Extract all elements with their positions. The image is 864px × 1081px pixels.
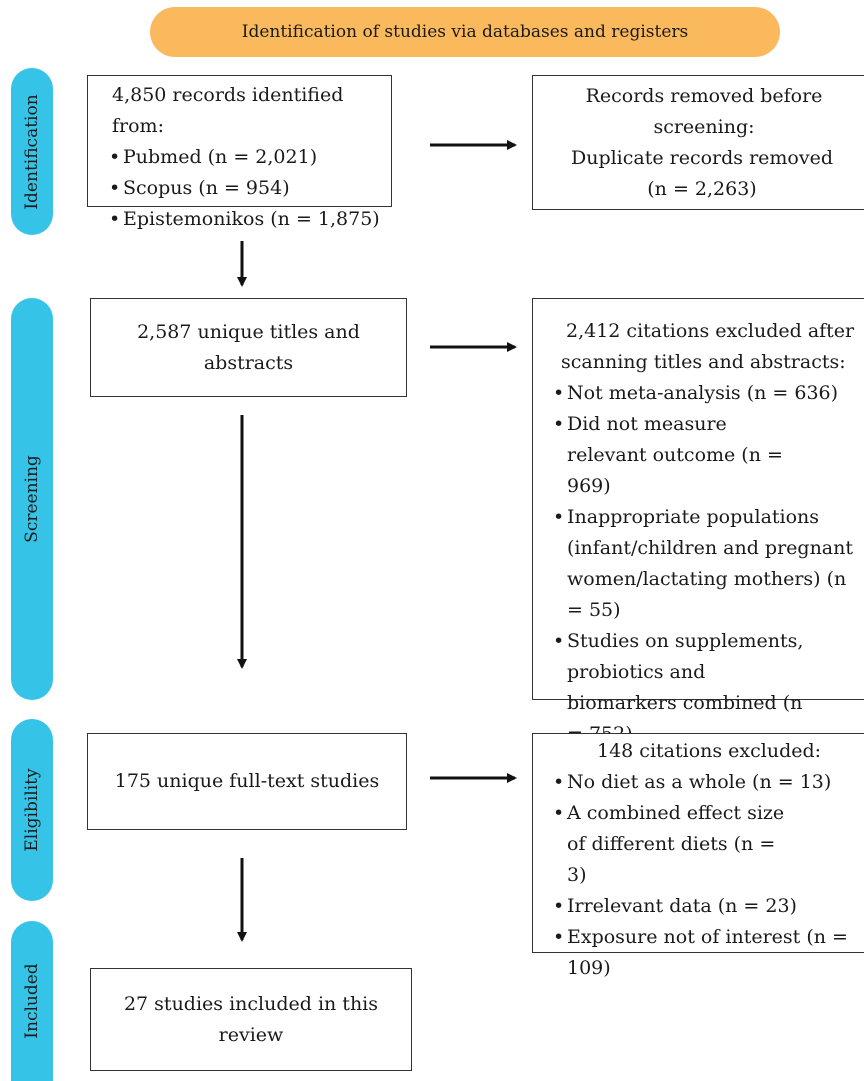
source-scopus: Scopus (n = 954) xyxy=(107,173,391,204)
included-box: 27 studies included in this review xyxy=(90,968,412,1071)
exclusion-exposure-not-interest: Exposure not of interest (n = 109) xyxy=(551,922,864,984)
source-pubmed: Pubmed (n = 2,021) xyxy=(107,142,391,173)
screening-exclusions-box: 2,412 citations excluded after scanning … xyxy=(532,298,864,745)
fulltext-exclusions-list: No diet as a whole (n = 13) A combined e… xyxy=(551,767,864,984)
phase-screening: Screening xyxy=(11,298,53,700)
source-epistemonikos: Epistemonikos (n = 1,875) xyxy=(107,204,391,235)
screened-box: 2,587 unique titles and abstracts xyxy=(90,298,407,397)
included-text: 27 studies included in this review xyxy=(123,992,379,1046)
exclusion-combined-effect: A combined effect size of different diet… xyxy=(551,798,797,891)
phase-identification: Identification xyxy=(11,68,53,235)
exclusion-not-meta-analysis: Not meta-analysis (n = 636) xyxy=(551,378,864,409)
records-identified-title: 4,850 records identified from: xyxy=(112,84,344,137)
fulltext-text: 175 unique full-text studies xyxy=(114,770,380,792)
records-identified-list: Pubmed (n = 2,021) Scopus (n = 954) Epis… xyxy=(107,142,391,235)
screening-exclusions-list: Not meta-analysis (n = 636) Did not meas… xyxy=(551,378,864,750)
exclusion-no-diet-whole: No diet as a whole (n = 13) xyxy=(551,767,864,798)
exclusion-no-relevant-outcome: Did not measure relevant outcome (n = 96… xyxy=(551,409,807,502)
records-identified-box: 4,850 records identified from: Pubmed (n… xyxy=(87,75,392,235)
records-removed-line2: Duplicate records removed xyxy=(570,146,834,169)
records-removed-line1: Records removed before screening: xyxy=(585,84,823,138)
records-removed-box: Records removed before screening: Duplic… xyxy=(532,75,864,210)
exclusion-irrelevant-data: Irrelevant data (n = 23) xyxy=(551,891,864,922)
fulltext-exclusions-box: 148 citations excluded: No diet as a who… xyxy=(532,733,864,979)
phase-eligibility: Eligibility xyxy=(11,719,53,901)
screened-text: 2,587 unique titles and abstracts xyxy=(137,320,360,374)
records-removed-line3: (n = 2,263) xyxy=(647,177,757,200)
identification-banner: Identification of studies via databases … xyxy=(150,7,780,57)
exclusion-inappropriate-populations: Inappropriate populations (infant/childr… xyxy=(551,502,864,626)
phase-included: Included xyxy=(11,921,53,1081)
screening-exclusions-title-2: scanning titles and abstracts: xyxy=(561,351,846,373)
fulltext-box: 175 unique full-text studies xyxy=(87,733,407,830)
fulltext-exclusions-title: 148 citations excluded: xyxy=(597,740,822,762)
screening-exclusions-title-1: 2,412 citations excluded after xyxy=(566,320,855,342)
